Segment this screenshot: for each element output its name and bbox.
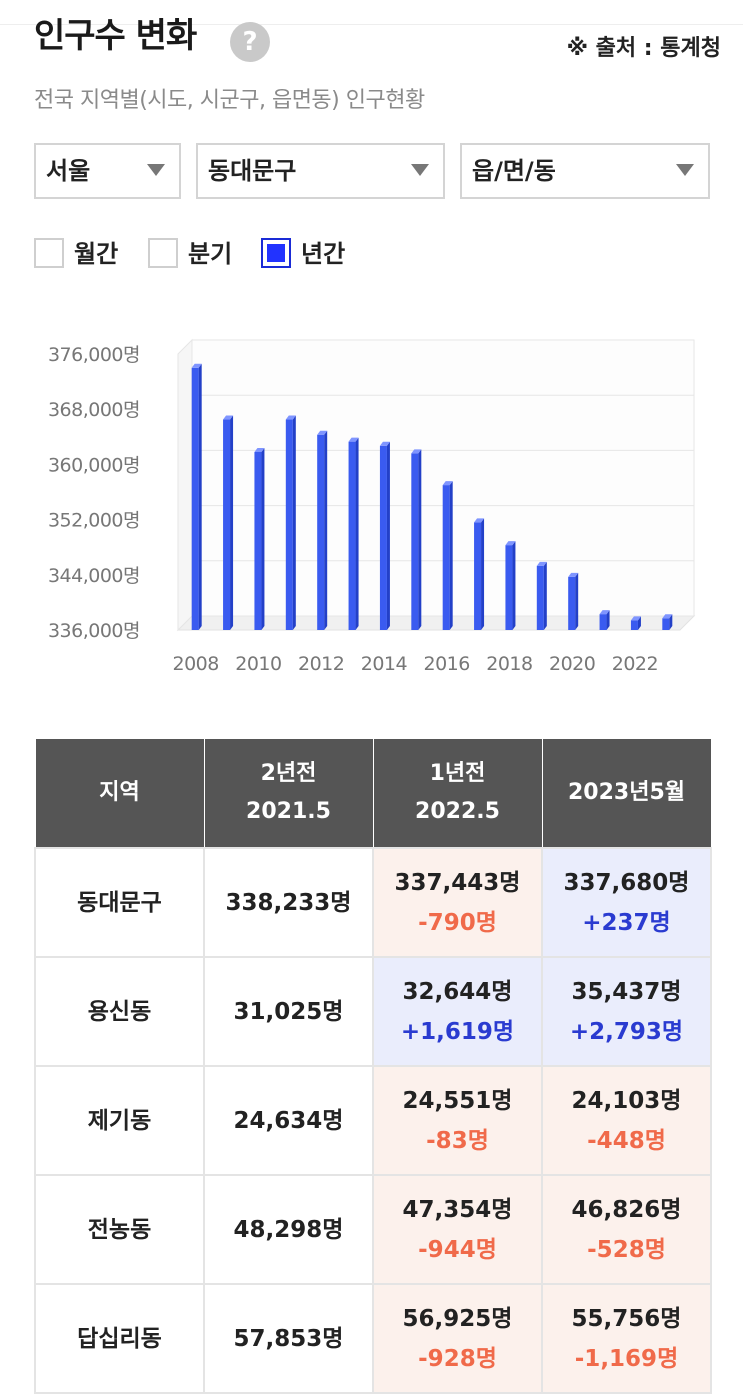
x-tick-label: 2014 [361, 653, 408, 675]
one-year-ago-cell: 56,925명 -928명 [372, 1283, 543, 1394]
change-value: -528명 [587, 1236, 666, 1263]
top-divider [0, 0, 743, 25]
chart-bar [223, 415, 234, 630]
dong-select[interactable]: 읍/면/동 [460, 143, 710, 199]
table-row: 동대문구 338,233명 337,443명 -790명 337,680명 +237… [34, 847, 712, 958]
col-header-region: 지역 [34, 738, 205, 849]
x-tick-label: 2008 [173, 653, 219, 675]
chart-bar [505, 541, 516, 630]
chart-bar [411, 449, 422, 630]
chart-bar [662, 614, 673, 630]
x-tick-label: 2020 [549, 653, 595, 675]
chart-bar [254, 447, 265, 630]
table-row: 전농동 48,298명 47,354명 -944명 46,826명 -528명 [34, 1174, 712, 1285]
table-header-row: 지역 2년전 2021.5 1년전 2022.5 2023년5월 [34, 738, 712, 849]
chart-bar [568, 572, 579, 630]
page-subtitle: 전국 지역별(시도, 시군구, 읍면동) 인구현황 [34, 88, 425, 113]
chart-bar [442, 481, 453, 630]
region-cell: 용신동 [34, 956, 205, 1067]
help-icon[interactable]: ? [230, 22, 270, 62]
one-year-ago-cell: 32,644명 +1,619명 [372, 956, 543, 1067]
change-value: -448명 [587, 1127, 666, 1154]
two-years-ago-cell: 24,634명 [203, 1065, 374, 1176]
col-header-current: 2023년5월 [541, 738, 712, 849]
monthly-checkbox[interactable] [34, 238, 64, 268]
chart-bar [599, 610, 610, 630]
population-table: 지역 2년전 2021.5 1년전 2022.5 2023년5월 동대문구 338,… [34, 738, 712, 1394]
y-tick-label: 368,000명 [48, 399, 140, 421]
col-header-one-year-ago: 1년전 2022.5 [372, 738, 543, 849]
current-cell: 337,680명 +237명 [541, 847, 712, 958]
x-tick-label: 2022 [612, 653, 658, 675]
two-years-ago-cell: 338,233명 [203, 847, 374, 958]
dong-select-value: 읍/면/동 [472, 157, 556, 185]
y-tick-label: 360,000명 [48, 454, 140, 476]
one-year-ago-cell: 24,551명 -83명 [372, 1065, 543, 1176]
current-cell: 24,103명 -448명 [541, 1065, 712, 1176]
chart-bar [474, 518, 485, 630]
change-value: -83명 [426, 1127, 489, 1154]
y-tick-label: 336,000명 [48, 620, 140, 642]
chart-bar [348, 437, 359, 630]
change-value: -1,169명 [574, 1345, 679, 1372]
one-year-ago-cell: 337,443명 -790명 [372, 847, 543, 958]
city-select[interactable]: 서울 [34, 143, 181, 199]
x-tick-label: 2018 [486, 653, 532, 675]
table-row: 답십리동 57,853명 56,925명 -928명 55,756명 -1,169명 [34, 1283, 712, 1394]
x-tick-label: 2016 [424, 653, 470, 675]
source-label: ※ 출처 : 통계청 [566, 36, 721, 61]
chevron-down-icon [676, 164, 694, 176]
region-cell: 답십리동 [34, 1283, 205, 1394]
chart-bar [536, 561, 547, 630]
two-years-ago-cell: 57,853명 [203, 1283, 374, 1394]
one-year-ago-cell: 47,354명 -944명 [372, 1174, 543, 1285]
chart-bar [379, 441, 390, 630]
region-cell: 동대문구 [34, 847, 205, 958]
chart-bar [285, 415, 296, 630]
chart-bar [317, 430, 328, 630]
chevron-down-icon [147, 164, 165, 176]
table-row: 제기동 24,634명 24,551명 -83명 24,103명 -448명 [34, 1065, 712, 1176]
district-select-value: 동대문구 [208, 157, 297, 185]
chart-bar [630, 616, 641, 630]
x-tick-label: 2010 [235, 653, 281, 675]
region-cell: 전농동 [34, 1174, 205, 1285]
two-years-ago-cell: 48,298명 [203, 1174, 374, 1285]
change-value: +237명 [582, 909, 671, 936]
two-years-ago-cell: 31,025명 [203, 956, 374, 1067]
population-bar-chart: 376,000명 368,000명 360,000명 352,000명 344,000명… [48, 338, 696, 675]
change-value: -790명 [418, 909, 497, 936]
quarterly-checkbox[interactable] [148, 238, 178, 268]
table-row: 용신동 31,025명 32,644명 +1,619명 35,437명 +2,793… [34, 956, 712, 1067]
change-value: +1,619명 [400, 1018, 515, 1045]
x-tick-label: 2012 [298, 653, 344, 675]
monthly-label: 월간 [74, 240, 119, 268]
city-select-value: 서울 [46, 157, 91, 185]
chevron-down-icon [411, 164, 429, 176]
change-value: -944명 [418, 1236, 497, 1263]
y-tick-label: 376,000명 [48, 344, 140, 366]
y-tick-label: 352,000명 [48, 510, 140, 532]
current-cell: 35,437명 +2,793명 [541, 956, 712, 1067]
region-cell: 제기동 [34, 1065, 205, 1176]
change-value: +2,793명 [569, 1018, 684, 1045]
change-value: -928명 [418, 1345, 497, 1372]
current-cell: 46,826명 -528명 [541, 1174, 712, 1285]
chart-bar [191, 363, 202, 630]
page-title: 인구수 변화 [34, 16, 197, 56]
quarterly-label: 분기 [188, 240, 233, 268]
current-cell: 55,756명 -1,169명 [541, 1283, 712, 1394]
yearly-checkbox[interactable] [261, 238, 291, 268]
y-tick-label: 344,000명 [48, 565, 140, 587]
district-select[interactable]: 동대문구 [196, 143, 445, 199]
yearly-label: 년간 [301, 240, 346, 268]
chart-side-wall [177, 338, 193, 632]
col-header-two-years-ago: 2년전 2021.5 [203, 738, 374, 849]
